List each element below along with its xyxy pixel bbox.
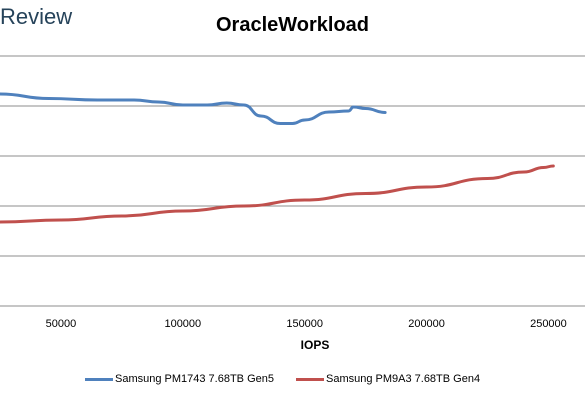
legend-swatch-pm1743 [85, 377, 113, 381]
brand-logo-text: Review [0, 4, 73, 29]
x-axis-ticks: 50000 100000 150000 200000 250000 [46, 318, 567, 330]
gridlines [0, 55, 585, 307]
series-line-1 [0, 164, 555, 224]
chart-title: OracleWorkload [215, 14, 370, 36]
legend-item-pm9a3: Samsung PM9A3 7.68TB Gen4 [295, 373, 481, 385]
x-tick-label: 250000 [530, 318, 567, 330]
legend: Samsung PM1743 7.68TB Gen5 Samsung PM9A3… [85, 373, 480, 385]
x-tick-label: 200000 [408, 318, 445, 330]
legend-label-pm9a3: Samsung PM9A3 7.68TB Gen4 [325, 373, 481, 385]
legend-swatch-pm9a3 [295, 377, 324, 381]
legend-label-pm1743: Samsung PM1743 7.68TB Gen5 [115, 373, 274, 385]
series-line-0 [0, 92, 387, 125]
x-tick-label: 50000 [46, 318, 77, 330]
x-tick-label: 150000 [286, 318, 323, 330]
legend-item-pm1743: Samsung PM1743 7.68TB Gen5 [85, 373, 274, 385]
x-axis-label: IOPS [300, 338, 330, 352]
x-tick-label: 100000 [164, 318, 201, 330]
series-lines [0, 92, 555, 224]
